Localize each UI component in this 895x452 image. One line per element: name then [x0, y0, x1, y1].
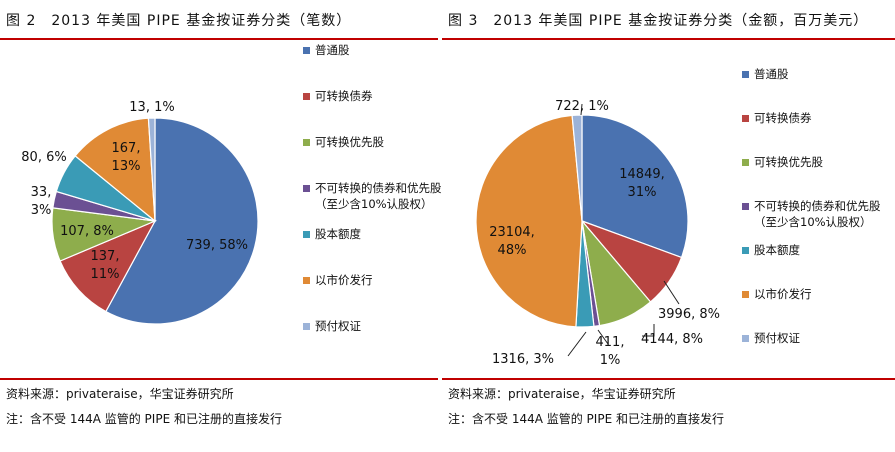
legend-item-equity-line: 股本额度 — [742, 242, 882, 258]
legend-item-common-stock: 普通股 — [742, 66, 882, 82]
legend-item-at-the-market: 以市价发行 — [742, 286, 882, 302]
leader-line — [580, 103, 583, 116]
data-label-prepaid-warrant: 13, 1% — [129, 100, 174, 115]
footer-rule — [0, 378, 438, 380]
data-label-common-stock: 14849, 31% — [619, 167, 665, 200]
legend-swatch — [303, 93, 310, 100]
data-label-equity-line: 80, 6% — [21, 150, 66, 165]
legend-label: 股本额度 — [315, 227, 361, 241]
pie-slice-convertible-bond — [59, 219, 157, 313]
pie-slice-common-stock — [105, 117, 259, 325]
legend-label: 普通股 — [754, 67, 789, 81]
data-label-convertible-preferred: 4144, 8% — [641, 332, 703, 347]
legend-item-convertible-preferred: 可转换优先股 — [303, 134, 443, 150]
pie-chart: 739, 58% 137, 11% 107, 8% 33, 3% 80, 6% 167, 13%… — [21, 100, 259, 325]
legend-swatch — [303, 47, 310, 54]
pie-slice-prepaid-warrant — [571, 114, 583, 222]
legend-swatch — [303, 231, 310, 238]
legend-swatch — [742, 159, 749, 166]
data-label-equity-line: 1316, 3% — [492, 352, 554, 367]
pie-slice-at-the-market — [475, 114, 583, 328]
source-note: 资料来源：privateraise，华宝证券研究所 — [6, 387, 234, 401]
legend-label: 可转换债券 — [315, 89, 373, 103]
legend-label: 预付权证 — [315, 319, 361, 333]
figure-3: 图 3 2013 年美国 PIPE 基金按证券分类（金额，百万美元） 14849… — [442, 0, 895, 452]
legend-swatch — [742, 247, 749, 254]
pie-slice-at-the-market — [74, 117, 156, 223]
pie-chart: 14849, 31% 3996, 8% 4144, 8% 411, 1% 1316, 3% 2… — [475, 99, 720, 368]
legend-item-convertible-preferred: 可转换优先股 — [742, 154, 882, 170]
legend-label: 预付权证 — [754, 331, 800, 345]
data-label-convertible-bond: 137, 11% — [91, 249, 120, 282]
data-label-at-the-market: 167, 13% — [112, 141, 141, 174]
legend-label: 可转换优先股 — [754, 155, 823, 169]
data-label-common-stock: 739, 58% — [186, 238, 248, 253]
pie-slice-prepaid-warrant — [147, 117, 156, 222]
footnote: 注：含不受 144A 监管的 PIPE 和已注册的直接发行 — [448, 412, 724, 426]
legend-label: 普通股 — [315, 43, 350, 57]
title-rule — [442, 38, 895, 40]
pie-slice-common-stock — [581, 114, 689, 259]
legend-item-non-convertible-debt-preferred: 不可转换的债券和优先股（至少含10%认股权） — [303, 180, 443, 212]
legend-label: 以市价发行 — [315, 273, 373, 287]
legend-label: 可转换债券 — [754, 111, 812, 125]
legend-label: 股本额度 — [754, 243, 800, 257]
data-label-prepaid-warrant: 722, 1% — [555, 99, 609, 114]
legend-swatch — [303, 323, 310, 330]
legend-item-prepaid-warrant: 预付权证 — [742, 330, 882, 346]
title-rule — [0, 38, 438, 40]
data-label-convertible-preferred: 107, 8% — [60, 224, 114, 239]
legend-swatch — [742, 335, 749, 342]
leader-line — [597, 329, 609, 345]
legend-swatch — [742, 115, 749, 122]
legend-item-at-the-market: 以市价发行 — [303, 272, 443, 288]
data-label-non-convertible-debt-preferred: 33, 3% — [31, 185, 52, 218]
legend-swatch — [742, 291, 749, 298]
legend-swatch — [303, 277, 310, 284]
legend-item-equity-line: 股本额度 — [303, 226, 443, 242]
data-label-non-convertible-debt-preferred: 411, 1% — [596, 335, 625, 368]
legend-label: 不可转换的债券和优先股（至少含10%认股权） — [754, 199, 881, 229]
footer-rule — [442, 378, 895, 380]
data-label-convertible-bond: 3996, 8% — [658, 307, 720, 322]
legend-swatch — [742, 203, 749, 210]
leader-line — [567, 331, 587, 357]
legend-swatch — [303, 185, 310, 192]
legend-label: 可转换优先股 — [315, 135, 384, 149]
legend-item-convertible-bond: 可转换债券 — [303, 88, 443, 104]
footnote: 注：含不受 144A 监管的 PIPE 和已注册的直接发行 — [6, 412, 282, 426]
legend-label: 不可转换的债券和优先股（至少含10%认股权） — [315, 181, 442, 211]
legend-item-common-stock: 普通股 — [303, 42, 443, 58]
legend-item-non-convertible-debt-preferred: 不可转换的债券和优先股（至少含10%认股权） — [742, 198, 882, 230]
legend-item-convertible-bond: 可转换债券 — [742, 110, 882, 126]
data-label-at-the-market: 23104, 48% — [489, 225, 535, 258]
leader-line — [642, 324, 655, 337]
figure-title: 图 3 2013 年美国 PIPE 基金按证券分类（金额，百万美元） — [448, 13, 869, 29]
legend-item-prepaid-warrant: 预付权证 — [303, 318, 443, 334]
source-note: 资料来源：privateraise，华宝证券研究所 — [448, 387, 676, 401]
legend-swatch — [303, 139, 310, 146]
legend-label: 以市价发行 — [754, 287, 812, 301]
legend-swatch — [742, 71, 749, 78]
figure-2: 图 2 2013 年美国 PIPE 基金按证券分类（笔数） 739, 58% 13… — [0, 0, 443, 452]
leader-line — [663, 280, 680, 305]
figure-title: 图 2 2013 年美国 PIPE 基金按证券分类（笔数） — [6, 13, 352, 29]
